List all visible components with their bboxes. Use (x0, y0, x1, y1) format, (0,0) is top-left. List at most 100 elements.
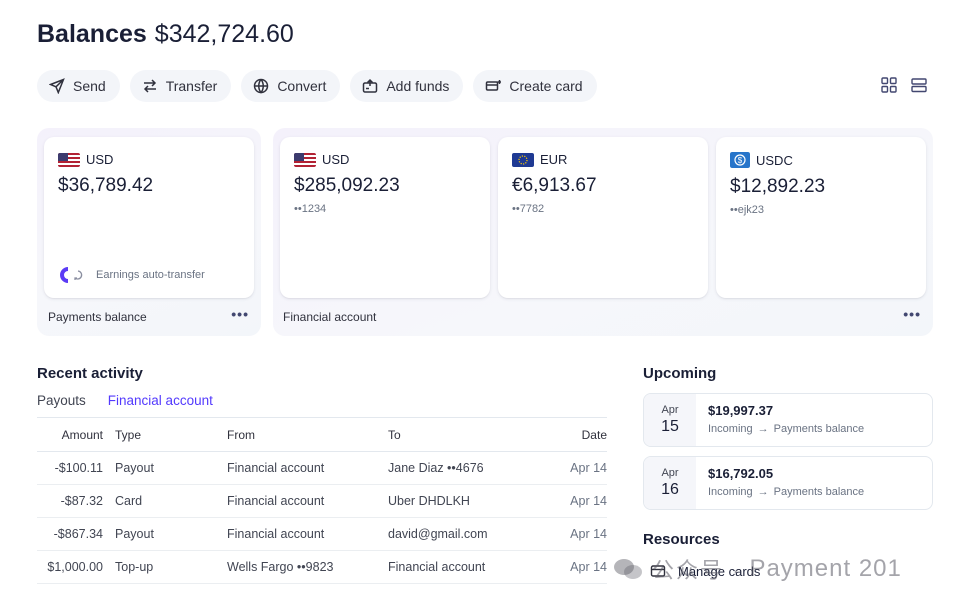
upcoming-description: Incoming → Payments balance (708, 423, 864, 435)
tab-payouts[interactable]: Payouts (37, 393, 86, 408)
payments-balance-group: USD $36,789.42 Earnings auto-transfer Pa… (37, 128, 261, 336)
watermark-en: Payment 201 (749, 555, 902, 582)
us-flag-icon (294, 152, 316, 167)
upcoming-description: Incoming → Payments balance (708, 486, 864, 498)
balance-amount: $36,789.42 (58, 175, 154, 196)
balance-card-financial-usdc[interactable]: $ USDC $12,892.23 ••ejk23 (716, 137, 926, 298)
account-number: ••7782 (512, 203, 545, 215)
cell-type: Payout (115, 451, 227, 485)
upcoming-info: $16,792.05 Incoming → Payments balance (696, 457, 876, 509)
cell-from: Wells Fargo ••9823 (227, 550, 388, 584)
cell-from: Financial account (227, 517, 388, 551)
total-balance: $342,724.60 (154, 20, 294, 48)
list-view-icon[interactable] (910, 76, 928, 94)
upcoming-month: Apr (661, 404, 679, 416)
convert-button[interactable]: Convert (241, 70, 341, 102)
send-icon (49, 78, 65, 94)
upcoming-amount: $19,997.37 (708, 403, 774, 418)
currency-row: $ USDC (730, 152, 912, 168)
cell-type: Card (115, 484, 227, 518)
arrow-right-icon: → (757, 423, 769, 435)
resources-title: Resources (643, 531, 720, 548)
page-header: Balances $342,724.60 (37, 20, 294, 49)
cell-date: Apr 14 (548, 484, 607, 518)
table-row[interactable]: $1,000.00 Top-up Wells Fargo ••9823 Fina… (37, 550, 607, 584)
upcoming-info: $19,997.37 Incoming → Payments balance (696, 394, 876, 446)
card-icon (650, 565, 666, 577)
column-header-to[interactable]: To (388, 417, 548, 452)
create-card-button[interactable]: Create card (473, 70, 597, 102)
tab-financial-account[interactable]: Financial account (107, 393, 213, 408)
transfer-button[interactable]: Transfer (129, 70, 232, 102)
upcoming-item[interactable]: Apr 15 $19,997.37 Incoming → Payments ba… (643, 393, 933, 447)
globe-icon (254, 78, 269, 94)
column-header-type[interactable]: Type (115, 417, 227, 452)
upcoming-day: 15 (661, 418, 679, 435)
action-bar: Send Transfer Convert Add funds Create c… (37, 70, 597, 102)
balance-card-financial-eur[interactable]: EUR €6,913.67 ••7782 (498, 137, 708, 298)
upcoming-source: Incoming (708, 423, 753, 435)
financial-account-group: USD $285,092.23 ••1234 EUR €6,913.67 ••7… (273, 128, 933, 336)
column-header-from[interactable]: From (227, 417, 388, 452)
upcoming-destination: Payments balance (773, 486, 865, 498)
financial-account-label: Financial account (283, 310, 377, 324)
us-flag-icon (58, 152, 80, 167)
currency-code: USD (322, 152, 350, 167)
upcoming-title: Upcoming (643, 365, 717, 382)
manage-cards-link[interactable]: Manage cards (650, 563, 760, 579)
table-row[interactable]: -$867.34 Payout Financial account david@… (37, 517, 607, 551)
upcoming-source: Incoming (708, 486, 753, 498)
send-button-label: Send (73, 78, 106, 94)
table-row[interactable]: -$87.32 Card Financial account Uber DHDL… (37, 484, 607, 518)
currency-row: EUR (512, 152, 694, 167)
transfer-button-label: Transfer (165, 78, 218, 94)
cell-date: Apr 14 (548, 451, 607, 485)
add-funds-button[interactable]: Add funds (350, 70, 464, 102)
cell-to: Uber DHDLKH (388, 484, 548, 518)
column-header-date[interactable]: Date (548, 417, 607, 452)
grid-view-icon[interactable] (880, 76, 898, 94)
cell-amount: -$867.34 (37, 517, 115, 551)
balance-card-financial-usd[interactable]: USD $285,092.23 ••1234 (280, 137, 490, 298)
add-funds-icon (363, 78, 378, 93)
recent-activity-title: Recent activity (37, 365, 143, 382)
cell-amount: -$100.11 (37, 451, 115, 485)
cell-to: Financial account (388, 550, 548, 584)
more-options-icon[interactable]: ••• (231, 306, 249, 322)
balance-amount: €6,913.67 (512, 175, 597, 196)
cell-type: Top-up (115, 550, 227, 584)
more-options-icon[interactable]: ••• (903, 306, 921, 322)
add-funds-button-label: Add funds (386, 78, 450, 94)
create-card-button-label: Create card (509, 78, 583, 94)
cell-date: Apr 14 (548, 517, 607, 551)
cell-from: Financial account (227, 451, 388, 485)
cell-amount: -$87.32 (37, 484, 115, 518)
column-header-amount[interactable]: Amount (37, 417, 115, 452)
account-number: ••ejk23 (730, 204, 764, 216)
auto-transfer-row: Earnings auto-transfer (58, 266, 205, 284)
currency-code: USD (86, 152, 114, 167)
usdc-icon: $ (730, 152, 750, 168)
activity-tabs: Payouts Financial account (37, 393, 213, 408)
balance-card-payments-usd[interactable]: USD $36,789.42 Earnings auto-transfer (44, 137, 254, 298)
account-number: ••1234 (294, 203, 327, 215)
activity-table: Amount Type From To Date -$100.11 Payout… (37, 417, 607, 584)
currency-code: USDC (756, 152, 793, 168)
currency-code: EUR (540, 152, 568, 167)
table-header-row: Amount Type From To Date (37, 417, 607, 452)
send-button[interactable]: Send (37, 70, 120, 102)
upcoming-item[interactable]: Apr 16 $16,792.05 Incoming → Payments ba… (643, 456, 933, 510)
currency-row: USD (294, 152, 476, 167)
upcoming-month: Apr (661, 467, 679, 479)
auto-transfer-label: Earnings auto-transfer (96, 269, 205, 281)
upcoming-date: Apr 16 (644, 457, 696, 509)
currency-row: USD (58, 152, 240, 167)
table-row[interactable]: -$100.11 Payout Financial account Jane D… (37, 451, 607, 485)
svg-text:$: $ (738, 156, 743, 165)
balance-amount: $285,092.23 (294, 175, 400, 196)
upcoming-destination: Payments balance (773, 423, 865, 435)
page-title: Balances (37, 20, 147, 48)
upcoming-date: Apr 15 (644, 394, 696, 446)
cell-amount: $1,000.00 (37, 550, 115, 584)
cell-to: Jane Diaz ••4676 (388, 451, 548, 485)
